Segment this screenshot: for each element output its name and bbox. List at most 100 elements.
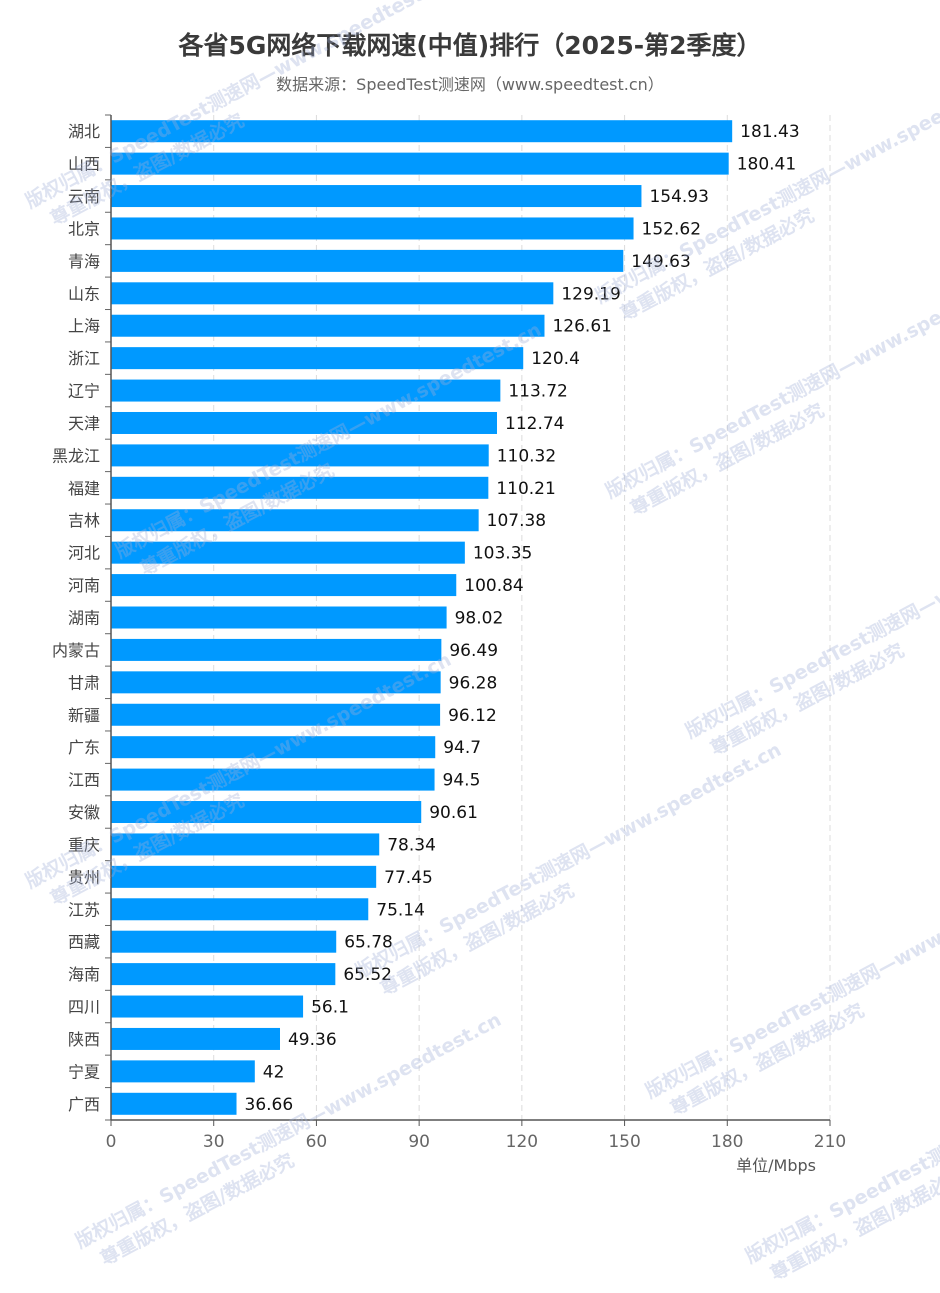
bar <box>111 1027 280 1050</box>
category-label: 河南 <box>68 576 100 595</box>
category-label: 海南 <box>68 965 100 984</box>
data-label: 65.78 <box>344 933 393 953</box>
category-label: 广西 <box>68 1095 100 1114</box>
bar <box>111 1092 237 1115</box>
data-label: 107.38 <box>487 511 546 531</box>
bar <box>111 411 498 434</box>
data-label: 110.21 <box>496 479 555 499</box>
unit-label: 单位/Mbps <box>736 1156 816 1175</box>
bar <box>111 444 489 467</box>
category-label: 北京 <box>68 219 100 238</box>
bar <box>111 249 624 272</box>
data-label: 152.62 <box>642 219 701 239</box>
category-label: 重庆 <box>68 835 100 854</box>
category-label: 湖北 <box>68 122 100 141</box>
bar <box>111 574 457 597</box>
category-label: 贵州 <box>68 868 100 887</box>
category-label: 山西 <box>68 155 100 174</box>
data-label: 94.7 <box>443 738 481 758</box>
category-label: 辽宁 <box>68 382 100 401</box>
category-label: 新疆 <box>68 706 100 725</box>
x-tick-label: 90 <box>408 1132 430 1152</box>
data-label: 100.84 <box>464 576 523 596</box>
data-label: 98.02 <box>455 609 504 629</box>
data-label: 96.49 <box>449 641 498 661</box>
data-label: 112.74 <box>505 414 564 434</box>
bar <box>111 930 337 953</box>
bar <box>111 801 422 824</box>
x-tick-label: 120 <box>506 1132 538 1152</box>
bar <box>111 476 489 499</box>
category-label: 吉林 <box>68 511 100 530</box>
category-label: 内蒙古 <box>52 641 100 660</box>
bar <box>111 120 733 143</box>
data-label: 96.12 <box>448 706 497 726</box>
data-label: 110.32 <box>497 446 556 466</box>
data-label: 90.61 <box>429 803 478 823</box>
bar <box>111 185 642 208</box>
data-label: 103.35 <box>473 544 532 564</box>
data-label: 120.4 <box>531 349 580 369</box>
bar <box>111 768 435 791</box>
category-label: 江西 <box>68 771 100 790</box>
data-label: 78.34 <box>387 835 436 855</box>
data-label: 49.36 <box>288 1030 337 1050</box>
data-label: 129.19 <box>561 284 620 304</box>
bar <box>111 703 441 726</box>
bar-chart: 181.43 湖北 180.41 山西 154.93 云南 152.62 北京 149.63 青海… <box>52 114 846 1175</box>
data-label: 36.66 <box>245 1095 294 1115</box>
bar <box>111 314 545 337</box>
category-label: 陕西 <box>68 1030 100 1049</box>
category-label: 甘肃 <box>68 673 100 692</box>
bar <box>111 217 634 240</box>
bar <box>111 509 479 532</box>
data-label: 65.52 <box>343 965 392 985</box>
bar <box>111 865 377 888</box>
category-label: 上海 <box>68 317 100 336</box>
data-label: 113.72 <box>508 382 567 402</box>
x-tick-label: 0 <box>106 1132 117 1152</box>
bar <box>111 152 729 175</box>
bar <box>111 671 441 694</box>
data-label: 75.14 <box>376 900 425 920</box>
x-tick-label: 60 <box>306 1132 328 1152</box>
category-label: 广东 <box>68 738 100 757</box>
chart-subtitle: 数据来源：SpeedTest测速网（www.speedtest.cn） <box>276 75 664 94</box>
bar <box>111 995 304 1018</box>
category-label: 河北 <box>68 544 100 563</box>
data-label: 96.28 <box>449 673 498 693</box>
category-label: 天津 <box>68 414 100 433</box>
category-label: 山东 <box>68 284 100 303</box>
category-label: 江苏 <box>68 900 100 919</box>
category-label: 浙江 <box>68 349 100 368</box>
x-tick-label: 30 <box>203 1132 225 1152</box>
data-label: 126.61 <box>552 317 611 337</box>
bar <box>111 541 465 564</box>
bar <box>111 963 336 986</box>
data-label: 94.5 <box>443 771 481 791</box>
bar <box>111 1060 255 1083</box>
data-label: 149.63 <box>631 252 690 272</box>
bar <box>111 898 369 921</box>
data-label: 77.45 <box>384 868 433 888</box>
x-tick-label: 180 <box>711 1132 743 1152</box>
bar <box>111 347 524 370</box>
category-label: 宁夏 <box>68 1062 100 1081</box>
data-label: 42 <box>263 1062 285 1082</box>
category-label: 青海 <box>68 252 100 271</box>
category-label: 安徽 <box>68 803 100 822</box>
data-label: 154.93 <box>649 187 708 207</box>
bar <box>111 606 447 629</box>
x-tick-label: 150 <box>608 1132 640 1152</box>
category-label: 黑龙江 <box>52 446 100 465</box>
category-label: 西藏 <box>68 933 100 952</box>
category-label: 云南 <box>68 187 100 206</box>
data-label: 56.1 <box>311 998 349 1018</box>
data-label: 181.43 <box>740 122 799 142</box>
category-label: 湖南 <box>68 609 100 628</box>
bar <box>111 833 380 856</box>
bar <box>111 638 442 661</box>
bar <box>111 736 436 759</box>
x-tick-label: 210 <box>814 1132 846 1152</box>
category-label: 福建 <box>68 479 100 498</box>
